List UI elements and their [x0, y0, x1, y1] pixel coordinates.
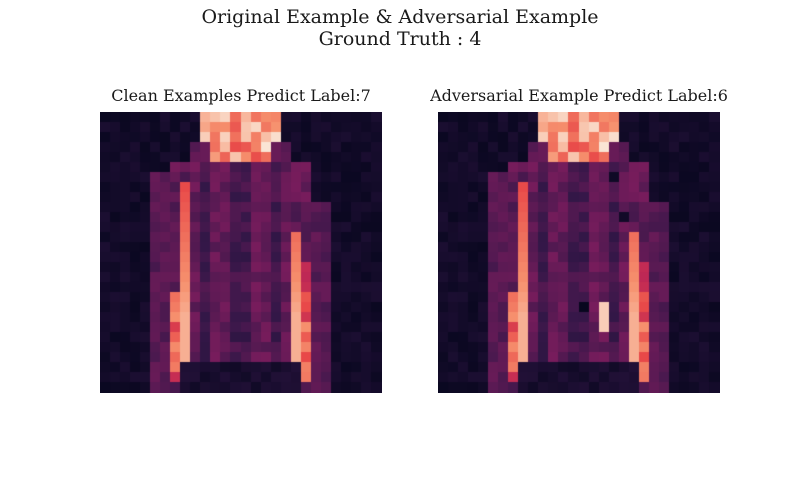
figure-subtitle: Ground Truth : 4 [318, 28, 482, 50]
clean-example-image [100, 112, 382, 393]
figure-title: Original Example & Adversarial Example [201, 6, 599, 28]
clean-example-title: Clean Examples Predict Label:7 [111, 86, 371, 105]
adversarial-example-title: Adversarial Example Predict Label:6 [430, 86, 728, 105]
adversarial-example-image [438, 112, 720, 393]
figure-title-block: Original Example & Adversarial Example G… [0, 6, 800, 50]
